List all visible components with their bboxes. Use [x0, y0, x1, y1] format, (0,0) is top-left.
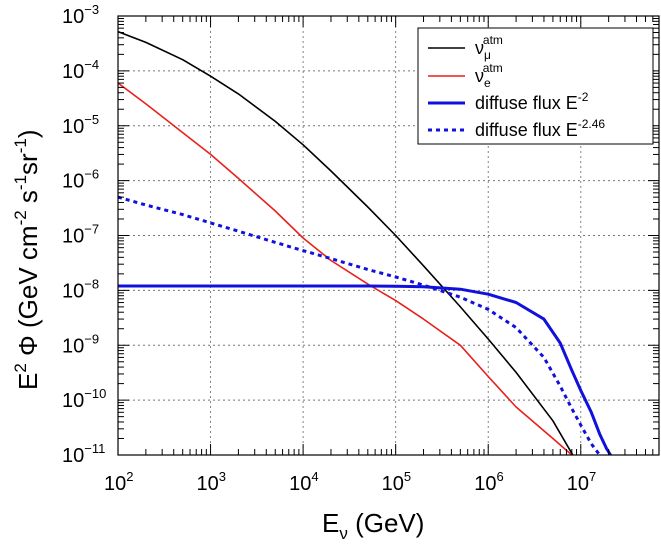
y-tick-label: 10−8 [62, 276, 99, 302]
x-tick-label: 107 [567, 469, 596, 495]
y-tick-labels: 10−11 10−10 10−9 10−8 10−7 10−6 10−5 10−4 10−3 [62, 2, 106, 467]
series-line-nue-atm [118, 82, 573, 455]
x-tick-label: 106 [474, 469, 503, 495]
legend-label-numu-atm: νμatm [475, 33, 503, 62]
y-tick-label: 10−7 [62, 222, 99, 248]
x-axis-title: Eν (GeV) [322, 508, 424, 543]
x-tick-labels: 102 103 104 105 106 107 [104, 469, 596, 495]
series-line-numu-atm [118, 30, 574, 455]
y-axis-title: E2 Φ (GeV cm-2 s-1sr-1) [11, 129, 43, 390]
axis-ticks [117, 15, 660, 456]
y-tick-label: 10−3 [62, 2, 99, 28]
y-tick-label: 10−6 [62, 167, 99, 193]
legend-label-diffuse-e246: diffuse flux E-2.46 [475, 117, 605, 140]
series-line-diffuse-e246 [118, 195, 601, 455]
x-tick-label: 105 [382, 469, 411, 495]
y-tick-label: 10−5 [62, 112, 99, 138]
series-line-diffuse-e2 [118, 284, 612, 455]
y-tick-label: 10−4 [62, 57, 99, 83]
legend-label-nue-atm: νeatm [475, 61, 503, 90]
x-tick-label: 103 [197, 469, 226, 495]
series-lines [118, 30, 612, 455]
y-tick-label: 10−9 [62, 331, 99, 357]
legend-label-diffuse-e2: diffuse flux E-2 [475, 90, 589, 113]
y-tick-label: 10−10 [62, 386, 106, 412]
x-tick-label: 104 [289, 469, 318, 495]
x-tick-label: 102 [104, 469, 133, 495]
y-tick-label: 10−11 [62, 441, 105, 467]
